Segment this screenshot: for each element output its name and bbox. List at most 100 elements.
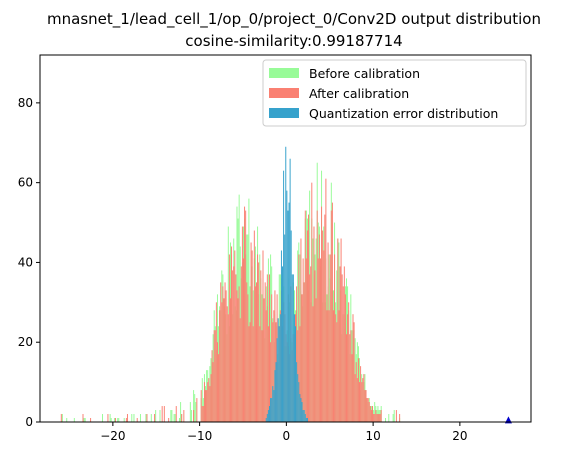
histogram-bar: [399, 414, 401, 422]
histogram-bar: [388, 414, 390, 422]
histogram-bar: [84, 418, 86, 422]
histogram-bar: [202, 406, 204, 422]
histogram-bar: [287, 210, 289, 422]
histogram-bar: [357, 358, 359, 422]
legend-swatch-before: [269, 68, 299, 78]
histogram-bar: [258, 262, 260, 422]
histogram-bar: [224, 282, 226, 422]
histogram-bar: [278, 326, 280, 422]
histogram-bar: [310, 266, 312, 422]
histogram-bar: [240, 266, 242, 422]
histogram-bar: [361, 382, 363, 422]
histogram-bar: [226, 306, 228, 422]
histogram-bar: [150, 414, 152, 422]
legend-swatch-error: [269, 108, 299, 118]
histogram-bar: [66, 418, 68, 422]
histogram-bar: [353, 322, 355, 422]
histogram-bar: [306, 230, 308, 422]
histogram-bar: [333, 310, 334, 422]
histogram-bar: [248, 326, 250, 422]
histogram-bar: [275, 362, 277, 422]
histogram-bar: [374, 414, 376, 422]
histogram-bar: [251, 250, 253, 422]
histogram-bar: [228, 254, 230, 422]
histogram-bar: [377, 414, 379, 422]
histogram-bar: [269, 274, 270, 422]
histogram-bar: [163, 406, 165, 422]
histogram-bar: [279, 314, 281, 422]
histogram-bar: [194, 394, 196, 422]
histogram-bar: [201, 406, 203, 422]
histogram-bar: [305, 418, 307, 422]
histogram-bar: [272, 386, 274, 422]
series-quantization-error: [265, 146, 308, 422]
histogram-bar: [271, 294, 273, 422]
histogram-bar: [216, 342, 218, 422]
legend-label-error: Quantization error distribution: [309, 106, 498, 121]
histogram-bar: [330, 210, 332, 422]
histogram-bar: [246, 282, 248, 422]
histogram-bar: [276, 338, 278, 422]
histogram-bar: [298, 254, 300, 422]
histogram-bar: [370, 410, 372, 422]
histogram-bar: [232, 270, 234, 422]
histogram-bar: [123, 418, 125, 422]
histogram-bar: [261, 330, 263, 422]
histogram-bar: [300, 398, 302, 422]
histogram-bar: [304, 414, 306, 422]
histogram-bar: [373, 414, 375, 422]
histogram-bar: [237, 298, 239, 422]
histogram-bar: [236, 290, 238, 422]
histogram-bar: [274, 370, 276, 422]
histogram-bar: [223, 298, 225, 422]
histogram-bar: [303, 282, 305, 422]
histogram-bar: [293, 314, 295, 422]
histogram-bar: [90, 418, 92, 422]
histogram-bar: [380, 410, 382, 422]
histogram-bar: [248, 198, 250, 422]
histogram-bar: [213, 330, 215, 422]
histogram-bar: [189, 402, 191, 422]
histogram-bar: [221, 302, 223, 422]
histogram-bar: [318, 234, 320, 422]
legend-label-after: After calibration: [309, 86, 409, 101]
histogram-bar: [102, 414, 104, 422]
histogram-bar: [211, 350, 213, 422]
histogram-bar: [393, 410, 395, 422]
histogram-bar: [168, 418, 170, 422]
histogram-bar: [60, 414, 62, 422]
histogram-bar: [309, 274, 311, 422]
histogram-bar: [193, 410, 195, 422]
histogram-bar: [303, 410, 305, 422]
histogram-bar: [109, 414, 111, 422]
histogram-bar: [288, 202, 290, 422]
y-axis: 0 20 40 60 80: [18, 96, 40, 429]
histogram-bar: [205, 390, 207, 422]
histogram-bar: [298, 382, 300, 422]
histogram-bar: [209, 386, 211, 422]
histogram-bar: [312, 306, 314, 422]
histogram-bar: [348, 302, 350, 422]
histogram-bar: [269, 406, 270, 422]
histogram-bar: [267, 326, 269, 422]
x-axis: −20 −10 0 10 20: [100, 422, 468, 443]
histogram-bar: [227, 314, 229, 422]
histogram-bar: [362, 378, 364, 422]
histogram-bar: [301, 402, 303, 422]
histogram-bar: [289, 158, 291, 422]
histogram-bar: [295, 326, 297, 422]
histogram-bar: [341, 274, 343, 422]
histogram-bar: [270, 398, 272, 422]
histogram-bar: [215, 302, 217, 422]
histogram-bar: [222, 286, 224, 422]
histogram-bar: [306, 418, 308, 422]
histogram-bar: [118, 418, 120, 422]
y-tick-label: 80: [18, 96, 33, 110]
histogram-bar: [208, 378, 210, 422]
histogram-bar: [238, 286, 240, 422]
histogram-bar: [271, 398, 273, 422]
histogram-bar: [300, 238, 302, 422]
histogram-bar: [352, 314, 354, 422]
